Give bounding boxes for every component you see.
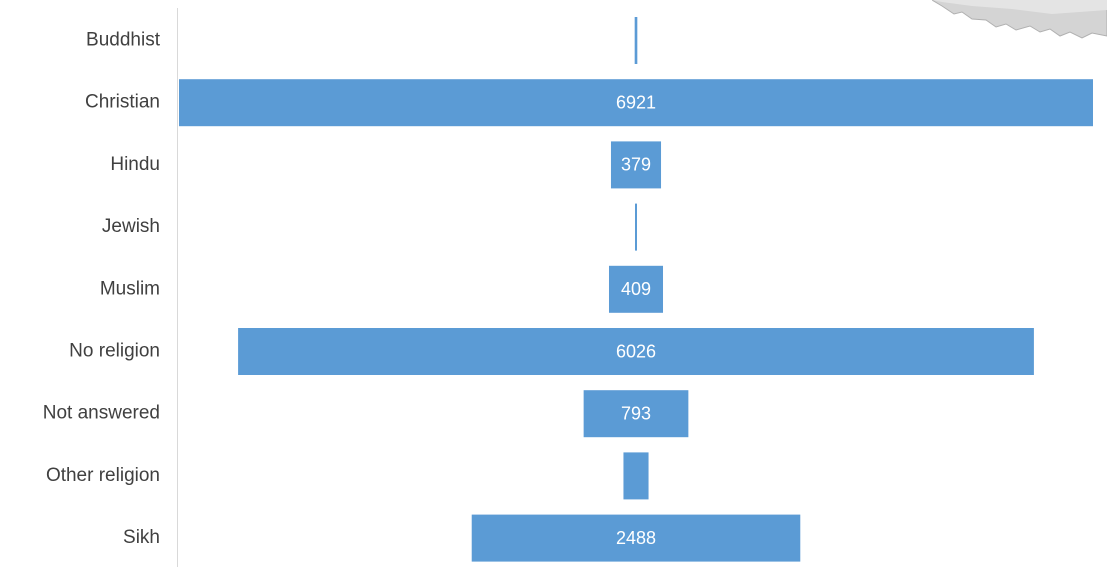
bars [179, 17, 1093, 562]
data-label-no-religion: 6026 [616, 341, 656, 361]
category-label-other-religion: Other religion [46, 465, 160, 486]
bar-sikh [471, 514, 801, 562]
category-label-sikh: Sikh [123, 527, 160, 548]
data-label-not-answered: 793 [621, 403, 651, 423]
data-label-muslim: 409 [621, 279, 651, 299]
category-label-not-answered: Not answered [43, 403, 160, 424]
bar-hindu [610, 141, 662, 189]
category-label-buddhist: Buddhist [86, 30, 161, 51]
data-labels: 6921 379 409 6026 793 2488 [616, 92, 656, 547]
category-label-jewish: Jewish [102, 216, 160, 237]
category-labels: Buddhist Christian Hindu Jewish Muslim No rel… [43, 30, 161, 549]
data-label-hindu: 379 [621, 155, 651, 175]
category-label-hindu: Hindu [110, 154, 160, 175]
bar-not-answered [583, 390, 689, 438]
bar-other-religion [623, 452, 649, 500]
bar-christian [179, 79, 1093, 127]
map-fragment-image [932, 0, 1107, 39]
data-label-sikh: 2488 [616, 528, 656, 548]
data-label-christian: 6921 [616, 92, 656, 112]
bar-jewish [635, 203, 637, 251]
category-label-muslim: Muslim [100, 278, 160, 299]
category-label-no-religion: No religion [69, 341, 160, 362]
bar-no-religion [238, 328, 1034, 375]
bar-muslim [608, 265, 664, 313]
bar-buddhist [634, 17, 638, 64]
category-label-christian: Christian [85, 92, 160, 113]
